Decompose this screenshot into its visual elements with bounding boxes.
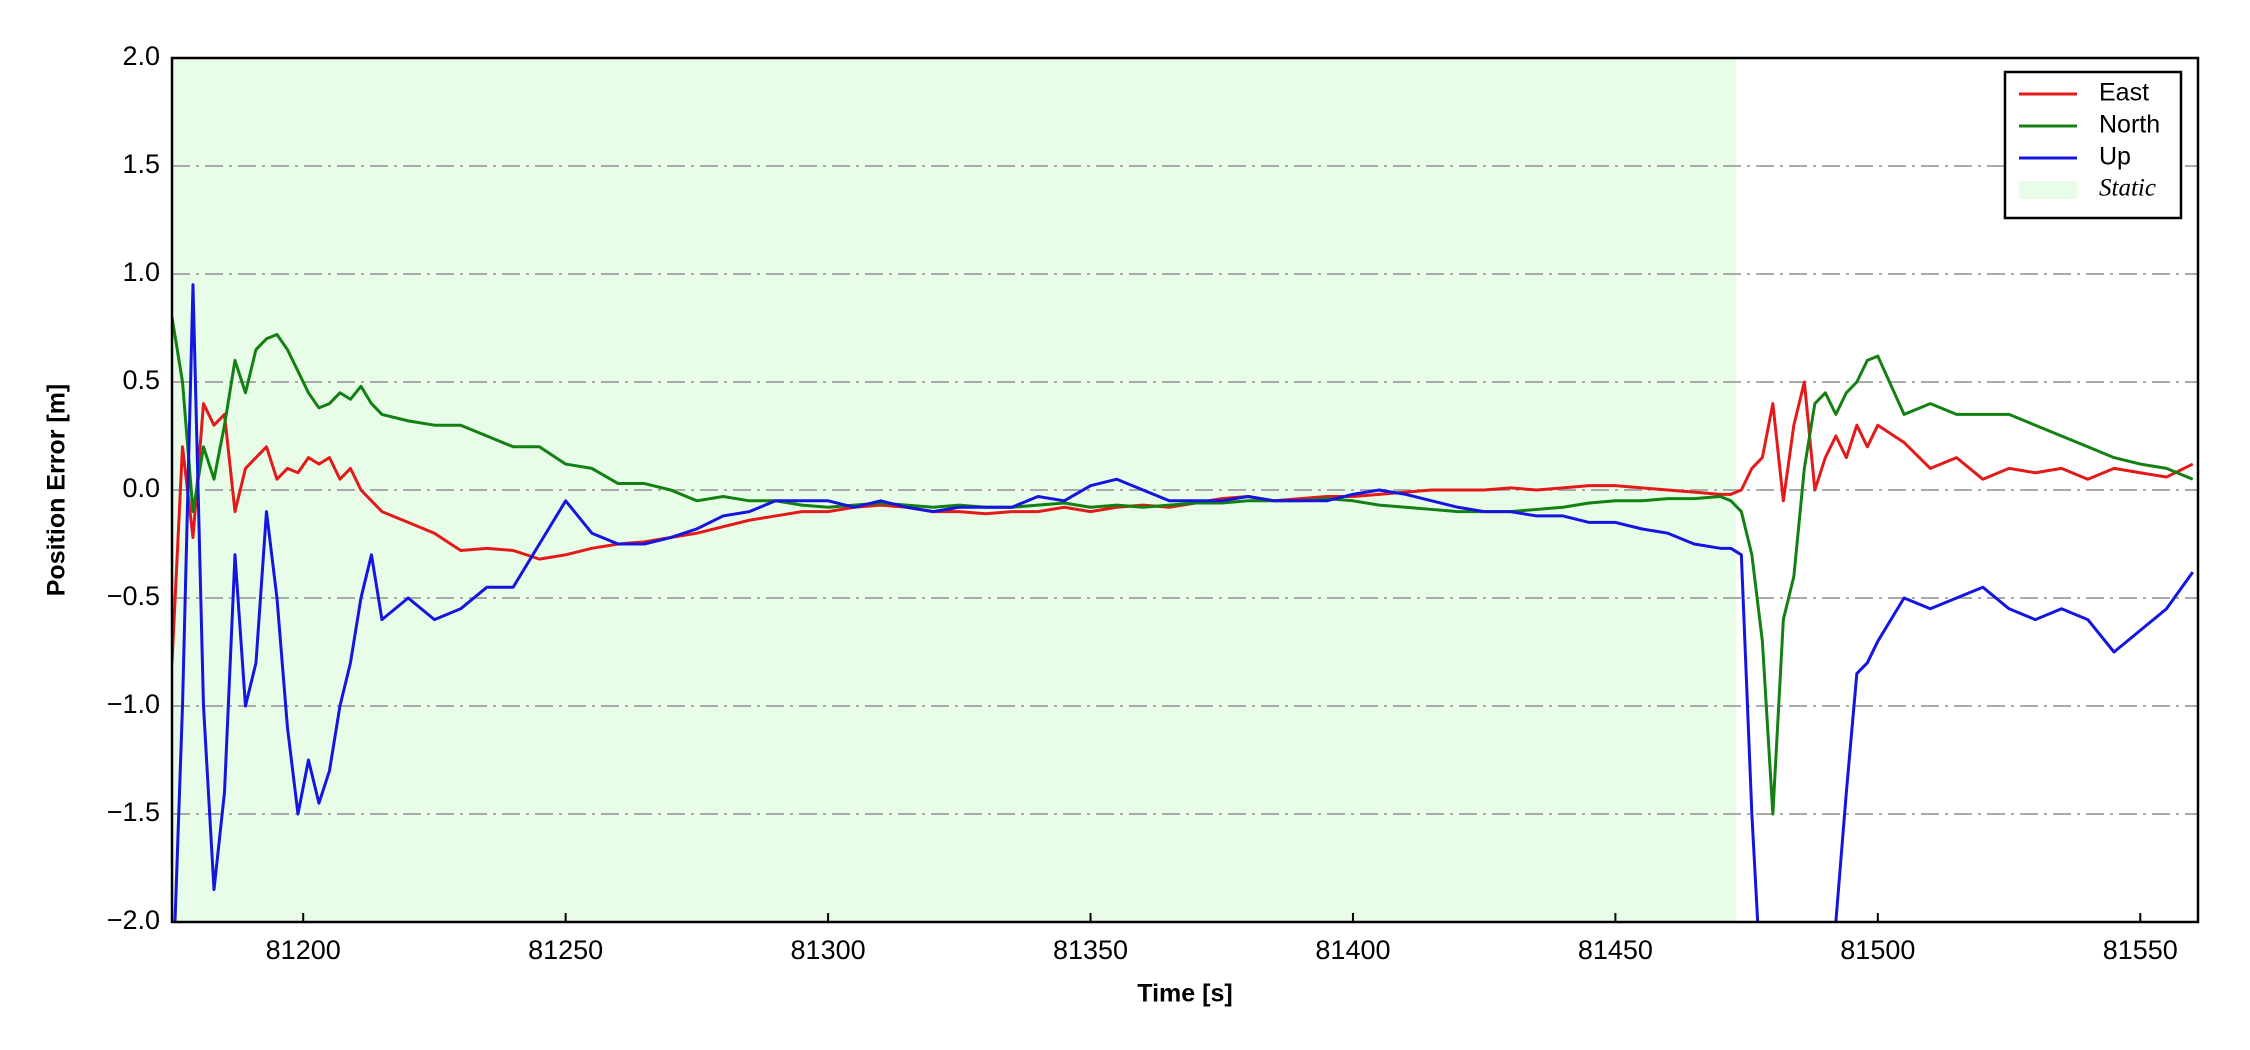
y-tick-label: 1.5 — [122, 149, 160, 179]
y-tick-label: −1.5 — [107, 797, 160, 827]
y-tick-label: −2.0 — [107, 905, 160, 935]
y-tick-label: 2.0 — [122, 41, 160, 71]
y-tick-label: 0.0 — [122, 473, 160, 503]
plot-lines — [172, 283, 2194, 922]
y-tick-label: 1.0 — [122, 257, 160, 287]
x-tick-label: 81450 — [1578, 935, 1653, 965]
x-tick-label: 81350 — [1053, 935, 1128, 965]
x-tick-label: 81250 — [528, 935, 603, 965]
legend-label: North — [2099, 111, 2160, 139]
x-axis-label: Time [s] — [1137, 980, 1232, 1008]
y-tick-label: 0.5 — [122, 365, 160, 395]
x-tick-label: 81300 — [791, 935, 866, 965]
legend-label: East — [2099, 79, 2149, 107]
x-tick-label: 81400 — [1315, 935, 1390, 965]
x-tick-label: 81200 — [266, 935, 341, 965]
plot-frame — [170, 56, 2200, 924]
legend-swatch — [2019, 181, 2077, 199]
series-line — [173, 283, 2194, 922]
series-line — [172, 316, 2194, 816]
x-tick-label: 81500 — [1840, 935, 1915, 965]
y-tick-label: −0.5 — [107, 581, 160, 611]
legend-label: Static — [2099, 175, 2156, 202]
legend-label: Up — [2099, 143, 2131, 171]
y-tick-label: −1.0 — [107, 689, 160, 719]
series-line — [172, 380, 2194, 663]
y-axis-label: Position Error [m] — [43, 384, 71, 597]
x-tick-label: 81550 — [2103, 935, 2178, 965]
